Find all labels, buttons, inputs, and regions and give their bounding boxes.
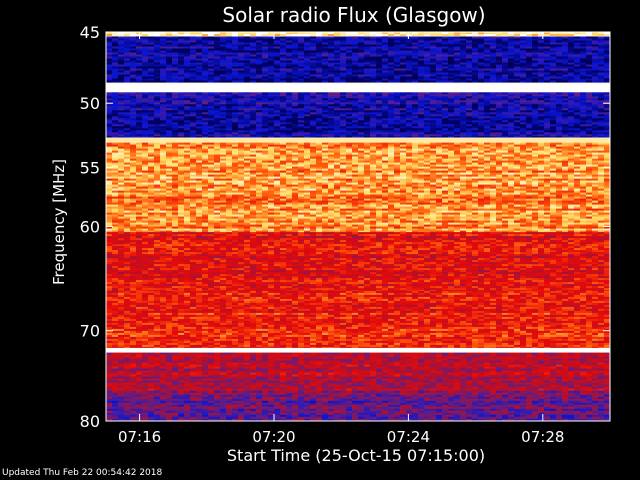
x-tick-label: 07:20 [252, 428, 295, 446]
frequency-band [106, 82, 611, 93]
y-tick-label: 50 [80, 94, 100, 113]
plot-area [106, 32, 611, 422]
y-tick-label: 45 [80, 23, 100, 42]
frequency-band [106, 290, 611, 349]
frequency-band [106, 32, 611, 37]
frequency-band [106, 390, 611, 422]
frequency-band [106, 142, 611, 233]
y-tick-label: 60 [80, 218, 100, 237]
frequency-band [106, 137, 611, 143]
frequency-band [106, 36, 611, 83]
x-axis-label: Start Time (25-Oct-15 07:15:00) [227, 446, 485, 465]
frequency-band [106, 352, 611, 392]
updated-timestamp: Updated Thu Feb 22 00:54:42 2018 [2, 468, 163, 478]
frequency-band [106, 347, 611, 353]
y-tick-label: 55 [80, 159, 100, 178]
y-tick-label: 80 [80, 412, 100, 431]
x-tick-label: 07:24 [387, 428, 430, 446]
frequency-band [106, 92, 611, 138]
axes: 45 50 55 60 70 80 07:16 07:20 07:24 07:28 [80, 23, 611, 446]
y-axis-label: Frequency [MHz] [50, 159, 68, 285]
chart-title: Solar radio Flux (Glasgow) [222, 3, 485, 27]
frequency-band [106, 232, 611, 292]
x-tick-label: 07:28 [521, 428, 564, 446]
x-tick-label: 07:16 [118, 428, 161, 446]
y-tick-label: 70 [80, 322, 100, 341]
